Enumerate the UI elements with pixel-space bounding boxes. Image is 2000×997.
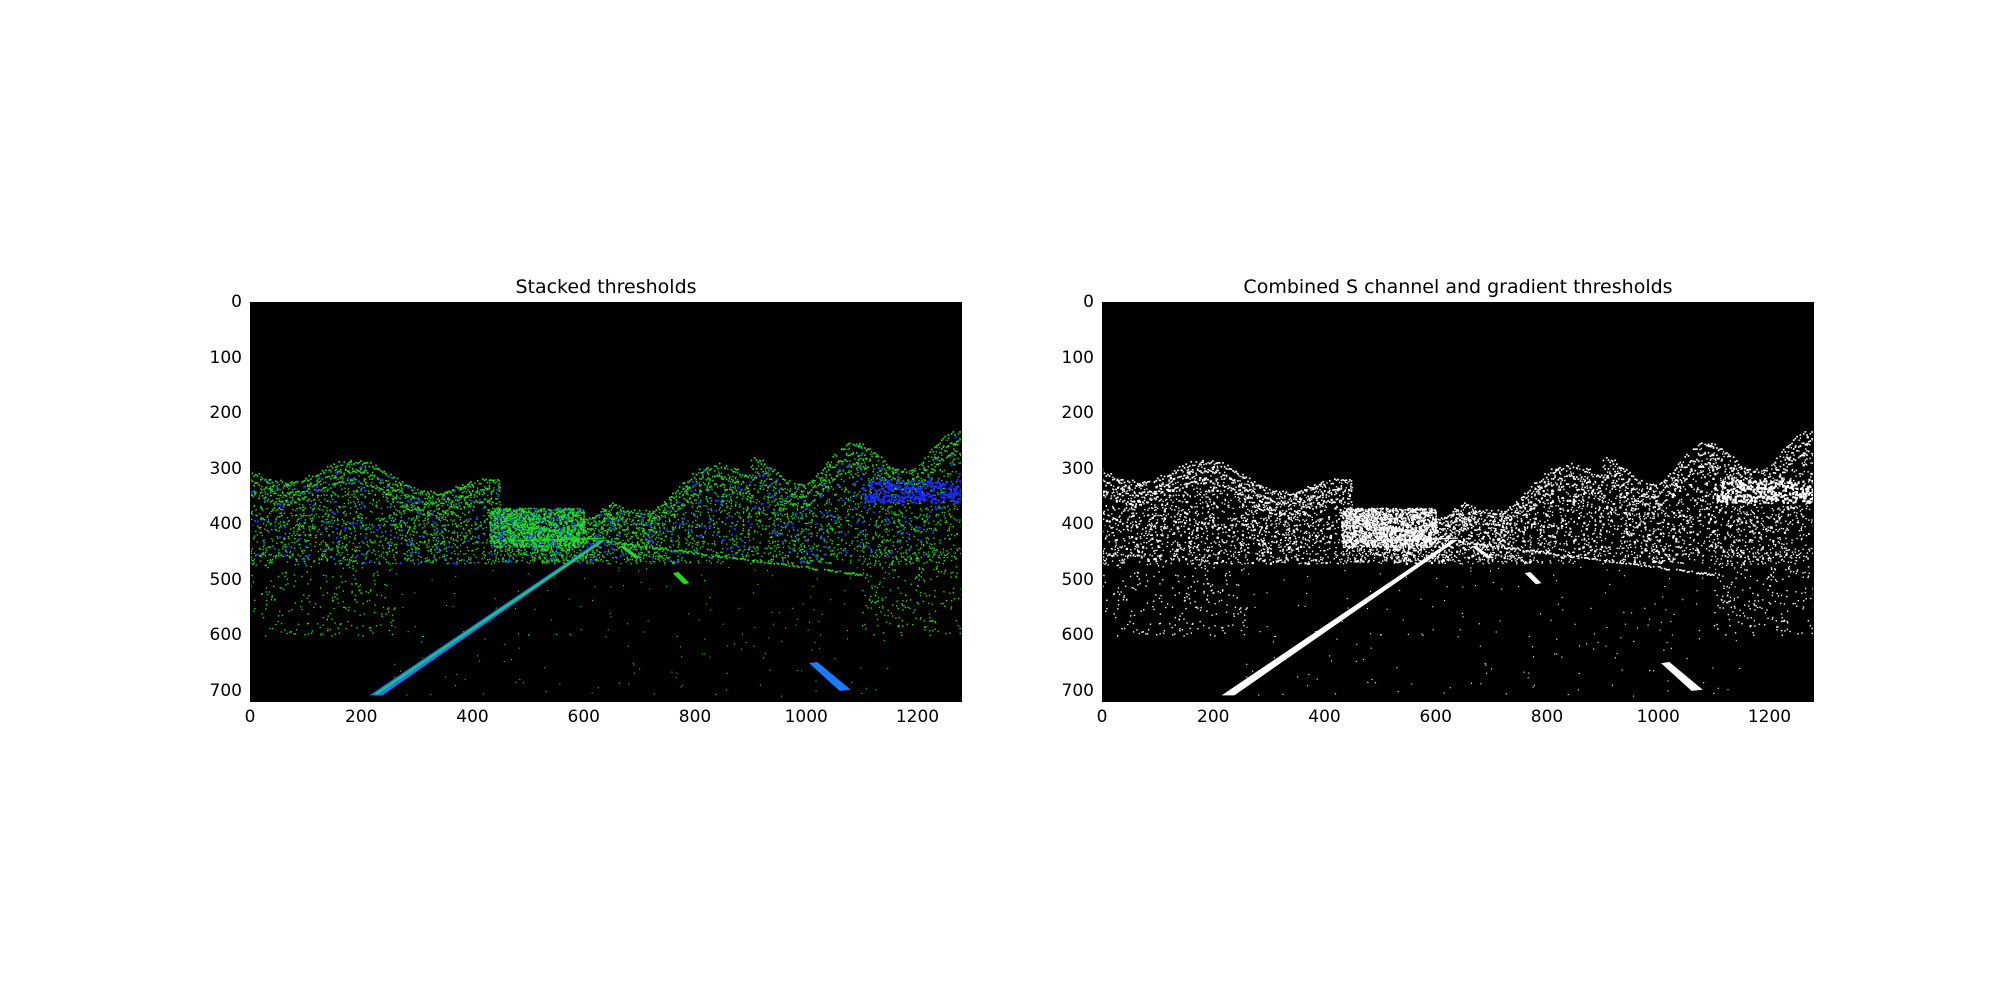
y-tick-mark: [250, 690, 256, 692]
y-tick-mark: [250, 524, 256, 526]
y-tick-label: 200: [1061, 403, 1094, 424]
x-tick-mark: [917, 696, 919, 702]
x-tick-label: 0: [244, 707, 256, 727]
y-tick-mark: [1102, 579, 1108, 581]
x-tick-mark: [695, 696, 696, 702]
x-tick-label: 200: [1197, 707, 1230, 727]
x-tick-label: 800: [1530, 707, 1564, 727]
x-tick-label: 0: [1096, 707, 1108, 727]
x-tick-label: 800: [678, 707, 712, 727]
y-tick-label: 500: [209, 569, 242, 590]
y-tick-mark: [250, 357, 256, 359]
x-tick-mark: [583, 696, 585, 702]
y-tick-label: 400: [209, 514, 242, 535]
y-tick-mark: [1102, 690, 1108, 692]
x-tick-label: 400: [1308, 707, 1341, 727]
image-stacked-thresholds: [250, 302, 962, 702]
x-tick-mark: [806, 696, 808, 702]
image-combined-thresholds: [1102, 302, 1814, 702]
y-tick-mark: [1102, 468, 1108, 470]
y-tick-label: 300: [1061, 458, 1094, 479]
x-tick-mark: [1102, 696, 1103, 702]
panel-title-stacked: Stacked thresholds: [515, 276, 697, 298]
x-tick-label: 400: [456, 707, 489, 727]
y-tick-label: 600: [1061, 625, 1094, 646]
x-tick-label: 1200: [895, 707, 940, 727]
y-tick-mark: [1102, 302, 1108, 303]
y-tick-label: 700: [1061, 680, 1094, 701]
y-tick-mark: [1102, 357, 1108, 359]
x-tick-mark: [1213, 696, 1215, 702]
x-tick-mark: [1547, 696, 1548, 702]
x-tick-mark: [1769, 696, 1771, 702]
y-tick-mark: [1102, 635, 1108, 637]
x-tick-label: 600: [567, 707, 600, 727]
y-tick-label: 100: [1061, 347, 1094, 368]
x-tick-mark: [1435, 696, 1437, 702]
y-tick-label: 300: [209, 458, 242, 479]
x-tick-label: 1000: [1636, 707, 1680, 727]
x-tick-label: 600: [1419, 707, 1452, 727]
x-tick-label: 200: [345, 707, 378, 727]
panel-title-combined: Combined S channel and gradient threshol…: [1243, 276, 1673, 298]
y-tick-mark: [250, 635, 256, 637]
y-tick-label: 700: [209, 680, 242, 701]
y-tick-mark: [250, 468, 256, 470]
y-tick-mark: [1102, 413, 1108, 415]
y-tick-label: 0: [1083, 292, 1094, 312]
y-tick-mark: [1102, 524, 1108, 526]
y-tick-label: 0: [231, 292, 242, 312]
y-tick-mark: [250, 302, 256, 303]
y-tick-label: 500: [1061, 569, 1094, 590]
y-tick-mark: [250, 579, 256, 581]
x-tick-mark: [1324, 696, 1326, 702]
x-tick-mark: [1658, 696, 1660, 702]
y-tick-label: 400: [1061, 514, 1094, 535]
x-tick-label: 1200: [1747, 707, 1792, 727]
x-tick-mark: [250, 696, 251, 702]
x-tick-label: 1000: [784, 707, 828, 727]
y-tick-mark: [250, 413, 256, 415]
x-tick-mark: [472, 696, 474, 702]
y-tick-label: 200: [209, 403, 242, 424]
x-tick-mark: [361, 696, 363, 702]
y-tick-label: 100: [209, 347, 242, 368]
y-tick-label: 600: [209, 625, 242, 646]
